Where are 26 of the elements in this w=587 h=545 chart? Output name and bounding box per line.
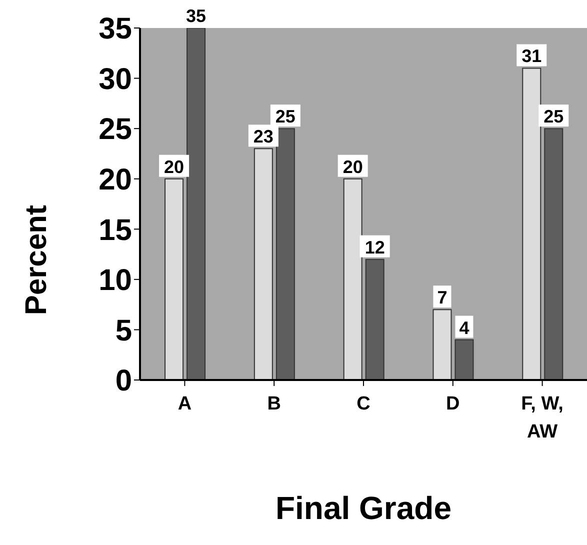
data-label: 35 <box>186 6 206 26</box>
bar <box>186 28 206 380</box>
y-tick-label: 25 <box>98 113 132 146</box>
y-tick-label: 20 <box>98 164 132 197</box>
y-axis-title: Percent <box>20 205 54 316</box>
data-label: 25 <box>544 106 564 127</box>
data-label: 31 <box>522 46 542 66</box>
x-tick-label: C <box>356 393 371 414</box>
data-label: 23 <box>253 126 274 147</box>
y-tick-label: 0 <box>115 364 132 398</box>
x-tick-label: A <box>178 393 192 414</box>
x-axis-title: Final Grade <box>274 490 453 527</box>
y-tick-label: 5 <box>115 314 132 348</box>
y-tick-label: 30 <box>98 62 132 96</box>
y-tick-label: 15 <box>98 214 132 247</box>
y-tick-label: 10 <box>98 264 132 298</box>
data-label: 20 <box>164 156 184 177</box>
x-tick-label: B <box>267 393 281 414</box>
y-tick-label: 35 <box>98 12 132 46</box>
data-label: 12 <box>364 237 385 258</box>
data-label: 20 <box>342 156 363 177</box>
data-label: 7 <box>437 288 448 308</box>
x-tick-label: D <box>446 393 460 414</box>
x-tick-label: F, W, AW <box>521 393 564 442</box>
data-label: 4 <box>459 318 470 338</box>
data-label: 25 <box>275 106 296 127</box>
